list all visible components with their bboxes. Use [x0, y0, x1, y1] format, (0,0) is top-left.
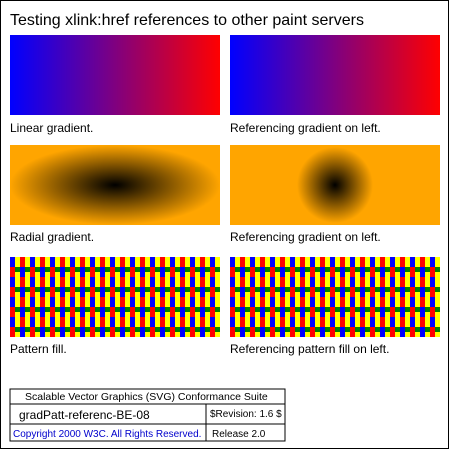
copyright-notice: Copyright 2000 W3C. All Rights Reserved. — [13, 429, 201, 440]
pattern-fill-ref-swatch — [230, 257, 440, 337]
legend-border — [9, 388, 286, 442]
conformance-legend: Scalable Vector Graphics (SVG) Conforman… — [9, 388, 286, 442]
radial-gradient-ref-swatch — [230, 145, 440, 225]
pattern-fill-ref-caption: Referencing pattern fill on left. — [230, 342, 389, 356]
radial-gradient-ref-caption: Referencing gradient on left. — [230, 230, 381, 244]
radial-gradient-caption: Radial gradient. — [10, 230, 94, 244]
suite-name: Scalable Vector Graphics (SVG) Conforman… — [25, 391, 268, 403]
release-label: Release 2.0 — [212, 429, 266, 440]
revision-label: $Revision: 1.6 $ — [210, 409, 282, 420]
linear-gradient-ref-swatch — [230, 35, 440, 115]
page-title: Testing xlink:href references to other p… — [10, 12, 364, 29]
linear-gradient-swatch — [10, 35, 220, 115]
linear-gradient-caption: Linear gradient. — [10, 121, 93, 135]
pattern-fill-caption: Pattern fill. — [10, 342, 67, 356]
pattern-fill-swatch — [10, 257, 220, 337]
test-name: gradPatt-referenc-BE-08 — [19, 408, 150, 422]
linear-gradient-ref-caption: Referencing gradient on left. — [230, 121, 381, 135]
radial-gradient-swatch — [10, 145, 220, 225]
